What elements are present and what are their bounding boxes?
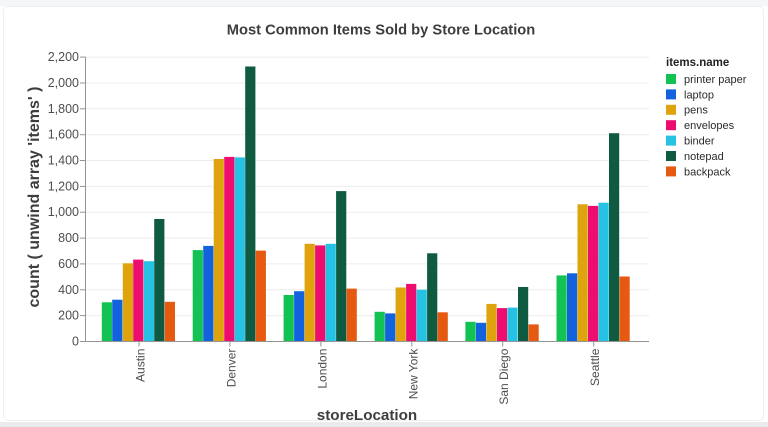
svg-text:binder: binder (684, 136, 715, 148)
svg-text:600: 600 (58, 257, 79, 271)
svg-text:pens: pens (684, 105, 708, 117)
svg-text:New York: New York (406, 348, 420, 400)
svg-text:1,000: 1,000 (48, 205, 79, 219)
svg-text:laptop: laptop (684, 89, 714, 101)
svg-text:1,800: 1,800 (48, 102, 79, 116)
svg-text:storeLocation: storeLocation (317, 407, 417, 424)
svg-text:printer paper: printer paper (684, 74, 747, 86)
svg-text:0: 0 (72, 335, 79, 349)
svg-text:London: London (315, 349, 329, 389)
svg-text:1,200: 1,200 (48, 179, 79, 193)
svg-text:envelopes: envelopes (684, 120, 735, 132)
svg-text:items.name: items.name (666, 57, 729, 69)
svg-text:800: 800 (58, 231, 79, 245)
svg-text:2,200: 2,200 (48, 50, 79, 64)
svg-text:200: 200 (58, 309, 79, 323)
svg-text:notepad: notepad (684, 151, 724, 163)
svg-text:1,600: 1,600 (48, 128, 79, 142)
svg-text:400: 400 (58, 283, 79, 297)
svg-text:1,400: 1,400 (48, 154, 79, 168)
svg-text:San Diego: San Diego (497, 348, 511, 404)
svg-text:Seattle: Seattle (588, 348, 602, 386)
svg-text:count ( unwind array 'items' ): count ( unwind array 'items' ) (26, 87, 43, 308)
svg-text:Denver: Denver (224, 349, 238, 388)
svg-text:Most Common Items Sold by Stor: Most Common Items Sold by Store Location (227, 23, 535, 39)
svg-text:2,000: 2,000 (48, 76, 79, 90)
svg-text:Austin: Austin (134, 349, 148, 382)
svg-text:backpack: backpack (684, 166, 731, 178)
